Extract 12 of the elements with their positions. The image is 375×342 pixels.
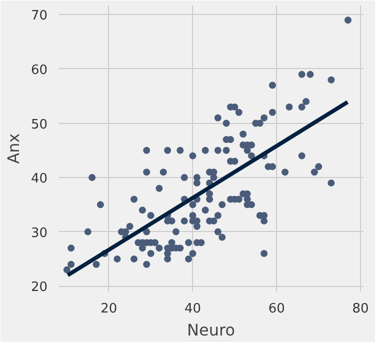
x-tick-label: 40 (184, 302, 202, 316)
y-tick-label: 60 (30, 62, 48, 78)
x-tick-label: 20 (100, 302, 118, 316)
y-axis-title: Anx (4, 133, 23, 164)
x-tick-label: 60 (268, 302, 285, 316)
y-tick-label: 70 (30, 8, 48, 24)
y-tick-label: 40 (30, 172, 48, 187)
y-tick-label: 20 (30, 280, 48, 296)
x-axis-title: Neuro (187, 320, 235, 340)
x-tick-label: 80 (352, 302, 369, 316)
y-tick-label: 30 (30, 226, 48, 241)
y-tick-label: 50 (30, 117, 48, 132)
